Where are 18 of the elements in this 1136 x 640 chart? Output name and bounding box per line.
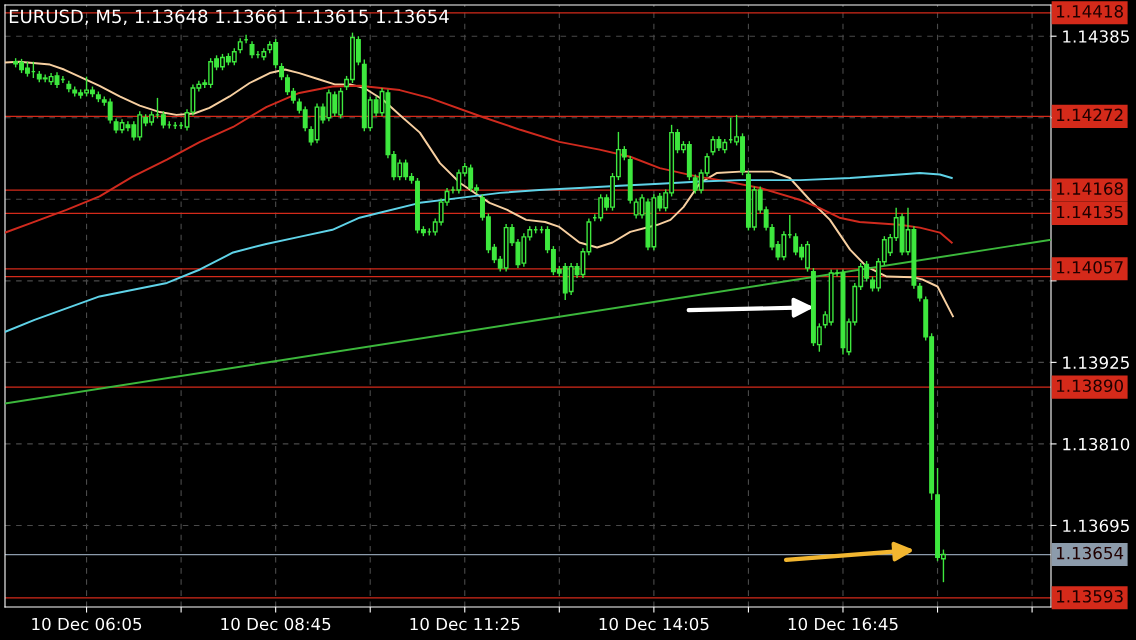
y-tick-label: 1.14385	[1063, 30, 1129, 43]
y-tick-label: 1.13695	[1063, 519, 1129, 533]
x-tick-label: 10 Dec 08:45	[221, 617, 331, 631]
chart-title: EURUSD, M5, 1.13648 1.13661 1.13615 1.13654	[9, 9, 449, 26]
x-tick-label: 10 Dec 06:05	[32, 617, 142, 631]
ref-line-label: 1.14168	[1057, 182, 1123, 195]
ref-line-label: 1.13654	[1057, 546, 1124, 560]
ref-line-label: 1.14135	[1057, 205, 1123, 219]
ref-line-label: 1.14418	[1057, 5, 1123, 18]
x-tick-label: 10 Dec 11:25	[410, 617, 520, 631]
ref-line-label: 1.14272	[1057, 108, 1123, 121]
x-tick-label: 10 Dec 14:05	[599, 617, 709, 631]
y-tick-label: 1.13810	[1063, 437, 1130, 451]
y-tick-label: 1.13925	[1063, 356, 1129, 369]
x-tick-label: 10 Dec 16:45	[788, 617, 898, 631]
ref-line-label: 1.13890	[1057, 379, 1123, 393]
ref-line-label: 1.13593	[1057, 590, 1123, 603]
ref-line-label: 1.14057	[1057, 261, 1123, 274]
